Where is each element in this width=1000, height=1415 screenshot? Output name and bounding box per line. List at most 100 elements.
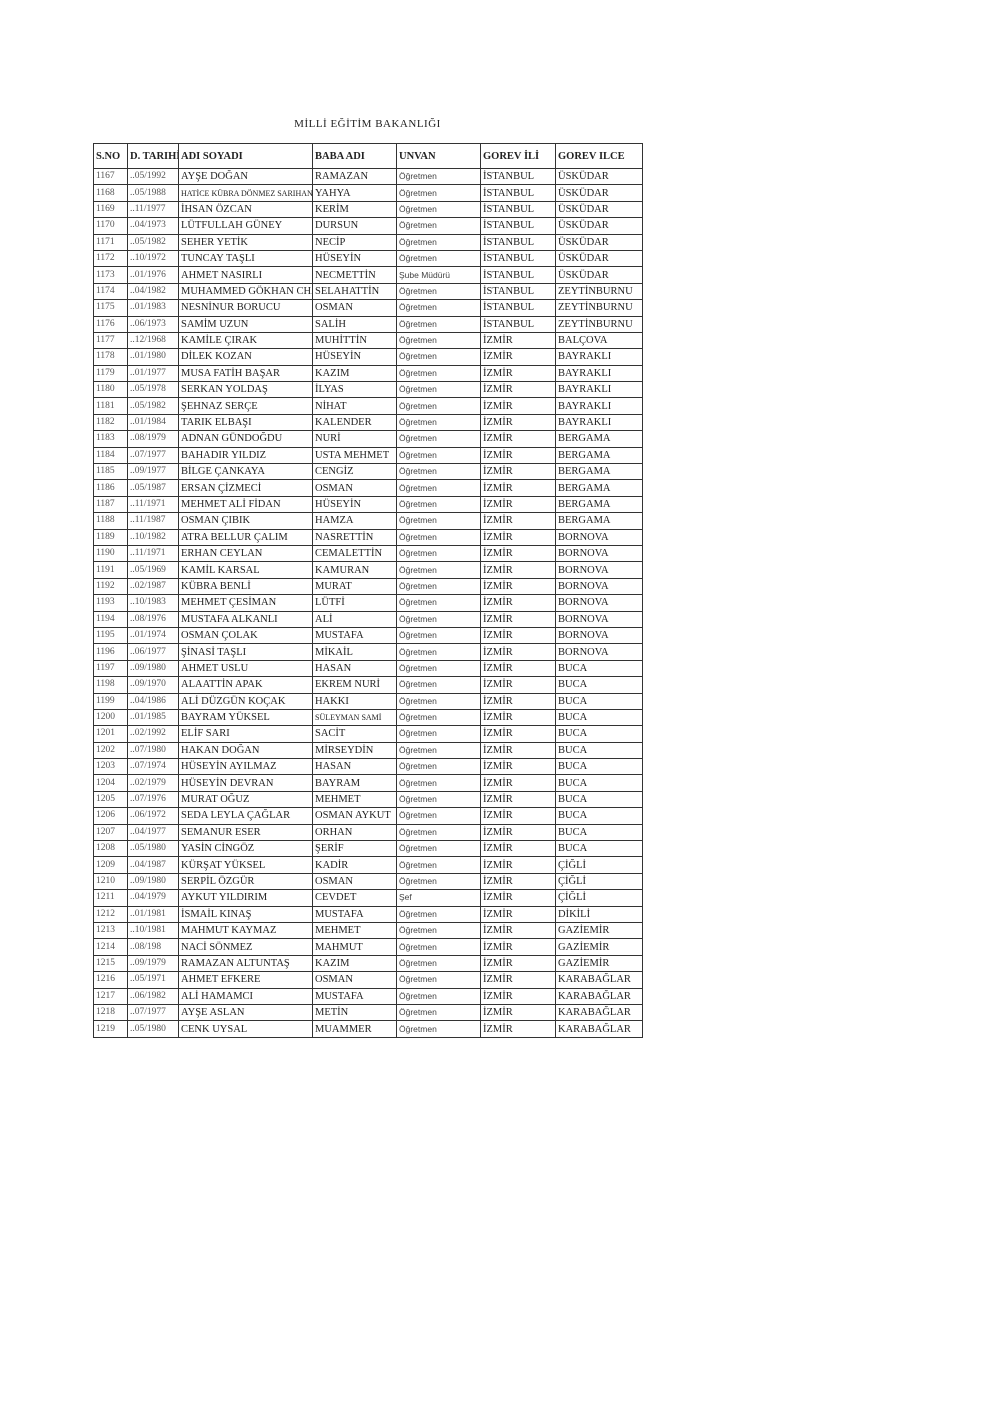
district-cell: ZEYTİNBURNU (555, 315, 643, 333)
sno-cell: 1173 (93, 266, 128, 284)
name-cell: LÜTFULLAH GÜNEY (178, 217, 313, 235)
sno-cell: 1172 (93, 249, 128, 268)
sno-cell: 1214 (93, 938, 128, 956)
father-name-cell: SÜLEYMAN SAMİ (312, 708, 397, 727)
title-cell: Öğretmen (396, 577, 481, 596)
name-cell: ELİF SARI (178, 725, 313, 743)
table-row: 1202 ..07/1980 HAKAN DOĞAN MİRSEYDİN Öğretme… (93, 741, 643, 760)
title-cell: Öğretmen (396, 856, 481, 874)
name-cell: KAMİLE ÇIRAK (178, 331, 313, 350)
father-name-cell: KALENDER (312, 413, 397, 432)
table-row: 1205 ..07/1976 MURAT OĞUZ MEHMET Öğretmen İZM… (93, 790, 643, 809)
name-cell: HATİCE KÜBRA DÖNMEZ SARIHAN (178, 184, 313, 202)
district-cell: DİKİLİ (555, 905, 643, 923)
sno-cell: 1202 (93, 741, 128, 760)
title-cell: Öğretmen (396, 905, 481, 923)
title-cell: Öğretmen (396, 331, 481, 350)
date-cell: ..05/1971 (127, 971, 179, 989)
district-cell: BORNOVA (555, 528, 643, 546)
date-cell: ..01/1974 (127, 626, 179, 645)
province-cell: İZMİR (480, 364, 556, 383)
table-row: 1182 ..01/1984 TARIK ELBAŞI KALENDER Öğretme… (93, 413, 643, 432)
title-cell: Öğretmen (396, 807, 481, 825)
name-cell: KÜRŞAT YÜKSEL (178, 856, 313, 874)
table-row: 1185 ..09/1977 BİLGE ÇANKAYA CENGİZ Öğretmen… (93, 463, 643, 481)
sno-cell: 1175 (93, 299, 128, 317)
province-cell: İZMİR (480, 856, 556, 874)
sno-cell: 1185 (93, 463, 128, 481)
sno-cell: 1189 (93, 528, 128, 546)
district-cell: BUCA (555, 823, 643, 842)
date-cell: ..01/1984 (127, 413, 179, 432)
name-cell: HÜSEYİN AYILMAZ (178, 758, 313, 776)
col-date: D. TARIHİ (127, 143, 179, 169)
sno-cell: 1209 (93, 856, 128, 874)
table-row: 1181 ..05/1982 ŞEHNAZ SERÇE NİHAT Öğretmen İZ… (93, 397, 643, 415)
father-name-cell: NİHAT (312, 397, 397, 415)
title-cell: Öğretmen (396, 725, 481, 743)
date-cell: ..05/1978 (127, 381, 179, 399)
district-cell: BAYRAKLI (555, 381, 643, 399)
father-name-cell: MEHMET (312, 921, 397, 940)
name-cell: HÜSEYİN DEVRAN (178, 774, 313, 792)
date-cell: ..09/1980 (127, 872, 179, 891)
father-name-cell: KERİM (312, 200, 397, 219)
table-row: 1173 ..01/1976 AHMET NASIRLI NECMETTİN Şube … (93, 266, 643, 284)
province-cell: İZMİR (480, 610, 556, 628)
title-cell: Şube Müdürü (396, 266, 481, 284)
name-cell: CENK UYSAL (178, 1020, 313, 1038)
father-name-cell: HASAN (312, 758, 397, 776)
table-row: 1169 ..11/1977 İHSAN ÖZCAN KERİM Öğretmen İST… (93, 200, 643, 219)
sno-cell: 1218 (93, 1003, 128, 1022)
father-name-cell: MUSTAFA (312, 987, 397, 1005)
date-cell: ..02/1979 (127, 774, 179, 792)
province-cell: İSTANBUL (480, 167, 556, 186)
title-cell: Öğretmen (396, 495, 481, 514)
table-header-row: S.NO D. TARIHİ ADI SOYADI BABA ADI UNVAN… (93, 143, 643, 169)
father-name-cell: NASRETTİN (312, 528, 397, 546)
district-cell: ÇİĞLİ (555, 872, 643, 891)
district-cell: BORNOVA (555, 561, 643, 579)
name-cell: DİLEK KOZAN (178, 348, 313, 366)
date-cell: ..02/1992 (127, 725, 179, 743)
district-cell: KARABAĞLAR (555, 1020, 643, 1038)
table-row: 1216 ..05/1971 AHMET EFKERE OSMAN Öğretmen İZ… (93, 971, 643, 989)
date-cell: ..09/1970 (127, 676, 179, 694)
title-cell: Öğretmen (396, 397, 481, 415)
name-cell: İHSAN ÖZCAN (178, 200, 313, 219)
date-cell: ..01/1977 (127, 364, 179, 383)
province-cell: İSTANBUL (480, 315, 556, 333)
province-cell: İZMİR (480, 430, 556, 448)
district-cell: GAZİEMİR (555, 938, 643, 956)
father-name-cell: METİN (312, 1003, 397, 1022)
district-cell: BAYRAKLI (555, 413, 643, 432)
date-cell: ..01/1983 (127, 299, 179, 317)
district-cell: BUCA (555, 692, 643, 710)
sno-cell: 1184 (93, 446, 128, 465)
district-cell: ÜSKÜDAR (555, 249, 643, 268)
father-name-cell: MİKAİL (312, 643, 397, 661)
sno-cell: 1211 (93, 889, 128, 907)
sno-cell: 1206 (93, 807, 128, 825)
province-cell: İZMİR (480, 381, 556, 399)
sno-cell: 1177 (93, 331, 128, 350)
province-cell: İZMİR (480, 987, 556, 1005)
province-cell: İZMİR (480, 938, 556, 956)
district-cell: BALÇOVA (555, 331, 643, 350)
date-cell: ..07/1976 (127, 790, 179, 809)
father-name-cell: HÜSEYİN (312, 249, 397, 268)
name-cell: MURAT OĞUZ (178, 790, 313, 809)
sno-cell: 1178 (93, 348, 128, 366)
district-cell: GAZİEMİR (555, 954, 643, 973)
date-cell: ..04/1973 (127, 217, 179, 235)
province-cell: İZMİR (480, 348, 556, 366)
name-cell: SERPİL ÖZGÜR (178, 872, 313, 891)
date-cell: ..06/1982 (127, 987, 179, 1005)
name-cell: AYŞE DOĞAN (178, 167, 313, 186)
district-cell: BAYRAKLI (555, 348, 643, 366)
district-cell: KARABAĞLAR (555, 987, 643, 1005)
father-name-cell: LÜTFİ (312, 594, 397, 612)
table-row: 1184 ..07/1977 BAHADIR YILDIZ USTA MEHMET Öğ… (93, 446, 643, 465)
name-cell: ATRA BELLUR ÇALIM (178, 528, 313, 546)
province-cell: İZMİR (480, 692, 556, 710)
